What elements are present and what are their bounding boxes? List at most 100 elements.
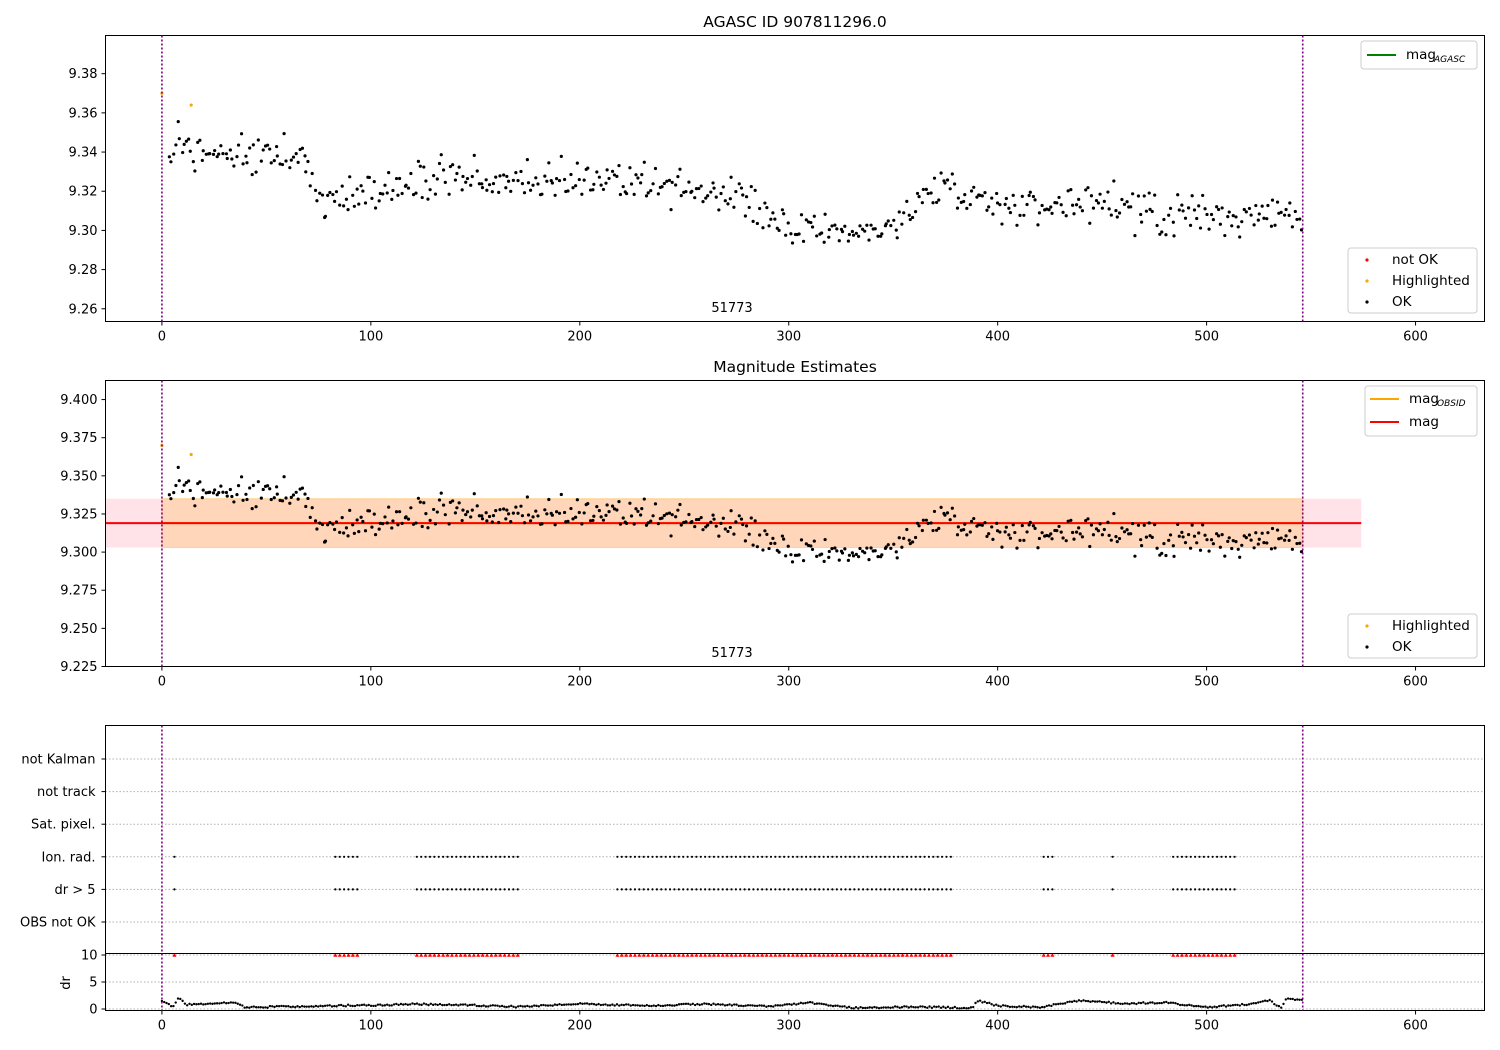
- ok-point: [491, 514, 496, 518]
- ok-point: [534, 509, 538, 513]
- ok-point: [1231, 539, 1235, 543]
- dr-point: [1091, 999, 1094, 1003]
- ok-point: [193, 504, 197, 508]
- ok-point: [753, 188, 757, 192]
- legend-label-mag-obsid: mag: [1409, 391, 1439, 407]
- dr-point: [339, 1003, 343, 1007]
- dr-point: [974, 1001, 977, 1005]
- dr-point: [659, 1004, 662, 1008]
- ok-point: [586, 166, 590, 170]
- dr-point: [344, 1005, 347, 1008]
- flag-point: [743, 855, 746, 858]
- dr-point: [861, 1006, 865, 1010]
- ok-point: [1247, 533, 1252, 537]
- ok-point: [1244, 210, 1248, 214]
- ok-point: [280, 499, 285, 503]
- dr-point: [641, 1004, 644, 1007]
- ok-point: [406, 186, 411, 190]
- dr-point: [1057, 1002, 1060, 1006]
- dr-capped-marker: [926, 953, 931, 957]
- ok-point: [554, 177, 559, 181]
- flag-point: [477, 888, 480, 891]
- flag-point: [835, 888, 838, 891]
- ok-point: [1047, 534, 1051, 538]
- dr-point: [310, 1005, 313, 1008]
- dr-point: [999, 1005, 1003, 1008]
- ok-point: [172, 491, 176, 495]
- agasc-xtick-label: 0: [158, 330, 166, 345]
- ok-point: [879, 234, 883, 238]
- ok-point: [1098, 192, 1102, 196]
- dr-point: [597, 1002, 600, 1006]
- dr-point: [1231, 1004, 1235, 1007]
- ok-point: [426, 197, 430, 201]
- flag-point: [616, 855, 619, 858]
- ok-point: [224, 490, 229, 495]
- ok-point: [706, 523, 710, 527]
- ok-point: [351, 193, 355, 197]
- ok-point: [644, 194, 649, 198]
- dr-point: [271, 1005, 274, 1008]
- ok-point: [557, 178, 562, 183]
- agasc-ytick-label: 9.28: [69, 263, 98, 278]
- magnitude-xtick-label: 400: [985, 675, 1010, 690]
- ok-point: [269, 161, 273, 165]
- ok-point: [291, 155, 296, 159]
- ok-point: [905, 199, 909, 203]
- ok-point: [254, 505, 258, 509]
- ok-point: [991, 537, 995, 541]
- dr-capped-marker: [445, 953, 450, 957]
- ok-point: [1036, 223, 1040, 227]
- flag-point: [494, 888, 497, 891]
- dr-point: [604, 1003, 607, 1006]
- ok-point: [239, 132, 244, 136]
- ok-point: [1236, 547, 1240, 551]
- ok-point: [580, 522, 584, 526]
- ok-point: [550, 513, 554, 517]
- ok-point: [201, 488, 205, 492]
- ok-point: [460, 518, 464, 523]
- flag-point: [468, 855, 471, 858]
- dr-point: [698, 1003, 701, 1007]
- ok-point: [894, 550, 898, 554]
- ok-point: [1072, 212, 1076, 216]
- ok-point: [1288, 201, 1292, 205]
- ok-point: [1220, 206, 1224, 210]
- ok-point: [812, 539, 816, 543]
- ok-point: [318, 521, 322, 525]
- ok-point: [1209, 212, 1214, 217]
- dr-point: [1229, 1004, 1232, 1007]
- ok-point: [441, 503, 446, 507]
- ok-point: [990, 196, 994, 200]
- ok-point: [443, 513, 447, 517]
- ok-point: [377, 527, 381, 531]
- dr-point: [317, 1005, 320, 1008]
- dr-point: [680, 1002, 683, 1006]
- dr-point: [1080, 999, 1083, 1003]
- magnitude-xtick-label: 600: [1403, 675, 1428, 690]
- ok-point: [224, 152, 229, 156]
- ok-point: [1290, 225, 1294, 229]
- ok-point: [597, 175, 601, 179]
- flags-points: [173, 855, 1236, 891]
- ok-point: [1234, 539, 1238, 544]
- dr-capped-marker: [887, 953, 892, 957]
- dr-capped-marker: [1210, 953, 1215, 957]
- flag-point: [334, 888, 337, 891]
- ok-point: [418, 164, 422, 168]
- dr-capped-marker: [476, 953, 481, 957]
- ok-point: [221, 490, 225, 494]
- ok-point: [251, 143, 255, 147]
- flag-point: [463, 855, 467, 858]
- ok-point: [304, 170, 308, 174]
- dr-point: [395, 1002, 398, 1006]
- dr-point: [1045, 1004, 1048, 1008]
- ok-point: [241, 498, 245, 502]
- ok-point: [1183, 216, 1188, 220]
- ok-point: [167, 155, 171, 159]
- ok-point: [300, 146, 305, 150]
- dr-point: [257, 1006, 260, 1009]
- ok-point: [201, 149, 205, 153]
- dr-point: [528, 1005, 531, 1008]
- ok-point: [333, 527, 337, 532]
